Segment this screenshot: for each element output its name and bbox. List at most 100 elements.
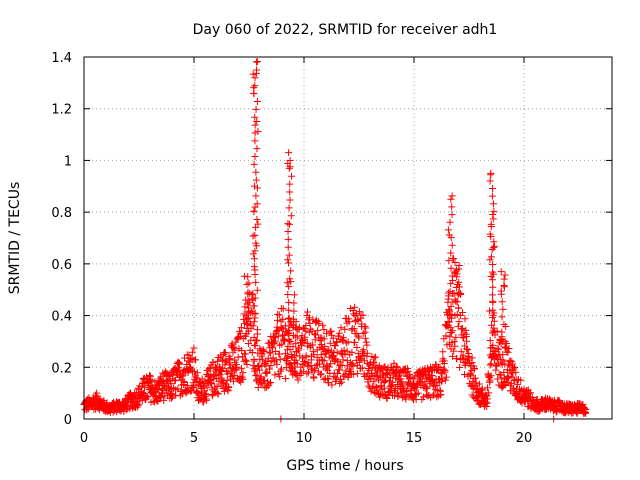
data-point bbox=[387, 383, 395, 391]
data-point bbox=[284, 256, 292, 264]
data-point bbox=[414, 389, 422, 397]
data-point bbox=[489, 215, 497, 223]
data-point bbox=[351, 303, 359, 311]
data-point bbox=[445, 257, 453, 265]
data-point bbox=[285, 329, 293, 337]
data-point bbox=[514, 380, 522, 388]
data-point bbox=[290, 299, 298, 307]
data-point bbox=[338, 361, 346, 369]
data-point bbox=[167, 394, 175, 402]
data-point bbox=[273, 360, 281, 368]
y-axis-label: SRMTID / TECUs bbox=[7, 182, 23, 295]
data-point bbox=[253, 145, 261, 153]
data-point bbox=[251, 182, 258, 190]
data-point bbox=[216, 371, 224, 379]
data-point bbox=[334, 370, 342, 378]
data-point bbox=[250, 255, 258, 263]
data-point bbox=[459, 308, 467, 316]
data-point bbox=[287, 320, 295, 328]
data-point bbox=[410, 375, 418, 383]
data-point bbox=[490, 207, 498, 215]
data-point bbox=[494, 375, 502, 383]
data-point bbox=[353, 344, 361, 352]
data-point bbox=[249, 290, 257, 298]
data-point bbox=[245, 279, 253, 287]
data-point bbox=[284, 243, 292, 251]
data-point bbox=[478, 386, 486, 394]
data-point bbox=[277, 317, 285, 325]
data-point bbox=[337, 324, 345, 332]
data-point bbox=[500, 275, 508, 283]
data-point bbox=[154, 398, 162, 406]
data-point bbox=[354, 332, 362, 340]
data-point bbox=[483, 392, 491, 400]
data-point bbox=[351, 338, 359, 346]
data-point bbox=[452, 333, 460, 341]
data-point bbox=[172, 376, 180, 384]
data-point bbox=[229, 377, 237, 385]
data-point bbox=[253, 242, 261, 250]
data-point bbox=[457, 348, 465, 356]
data-point bbox=[243, 281, 251, 289]
data-point bbox=[488, 329, 496, 337]
data-point bbox=[394, 393, 402, 401]
data-point bbox=[474, 393, 482, 401]
data-point bbox=[330, 356, 338, 364]
data-point bbox=[251, 247, 259, 255]
data-point bbox=[451, 296, 459, 304]
data-point bbox=[338, 378, 346, 386]
data-point bbox=[250, 302, 258, 310]
data-point bbox=[324, 374, 332, 382]
data-point bbox=[489, 261, 497, 269]
data-point bbox=[367, 387, 375, 395]
data-point bbox=[493, 355, 501, 363]
data-point bbox=[489, 352, 497, 360]
data-point bbox=[448, 272, 456, 280]
data-point bbox=[239, 369, 247, 377]
data-point bbox=[486, 256, 494, 264]
data-point bbox=[362, 324, 370, 332]
x-tick-label: 15 bbox=[406, 431, 423, 446]
data-point bbox=[400, 365, 408, 373]
data-point bbox=[252, 176, 260, 184]
data-point bbox=[290, 307, 298, 315]
data-point bbox=[490, 242, 498, 250]
data-point bbox=[244, 296, 252, 304]
data-point bbox=[333, 348, 341, 356]
data-point bbox=[208, 380, 216, 388]
data-point bbox=[509, 369, 517, 377]
data-point bbox=[239, 375, 247, 383]
data-point bbox=[444, 226, 452, 234]
x-axis-label: GPS time / hours bbox=[286, 458, 403, 474]
data-point bbox=[298, 354, 306, 362]
data-point bbox=[322, 350, 330, 358]
data-point bbox=[286, 346, 294, 354]
data-point bbox=[325, 363, 333, 371]
data-point bbox=[223, 377, 231, 385]
data-point bbox=[290, 291, 298, 299]
data-point bbox=[466, 379, 474, 387]
data-point bbox=[471, 374, 479, 382]
data-point bbox=[274, 332, 282, 340]
data-point bbox=[317, 351, 325, 359]
data-point bbox=[488, 321, 496, 329]
data-point bbox=[274, 310, 282, 318]
data-point bbox=[226, 354, 234, 362]
data-point bbox=[187, 366, 195, 374]
data-point bbox=[300, 357, 308, 365]
data-point bbox=[233, 363, 241, 371]
data-point bbox=[273, 316, 281, 324]
data-point bbox=[466, 372, 474, 380]
data-point bbox=[499, 351, 507, 359]
data-point bbox=[255, 366, 263, 374]
data-point bbox=[311, 364, 319, 372]
data-point bbox=[289, 343, 297, 351]
data-point bbox=[293, 333, 301, 341]
data-point bbox=[504, 348, 512, 356]
data-point bbox=[445, 318, 453, 326]
data-point bbox=[381, 363, 389, 371]
data-point bbox=[271, 334, 279, 342]
data-point bbox=[511, 364, 519, 372]
data-points bbox=[80, 57, 590, 423]
